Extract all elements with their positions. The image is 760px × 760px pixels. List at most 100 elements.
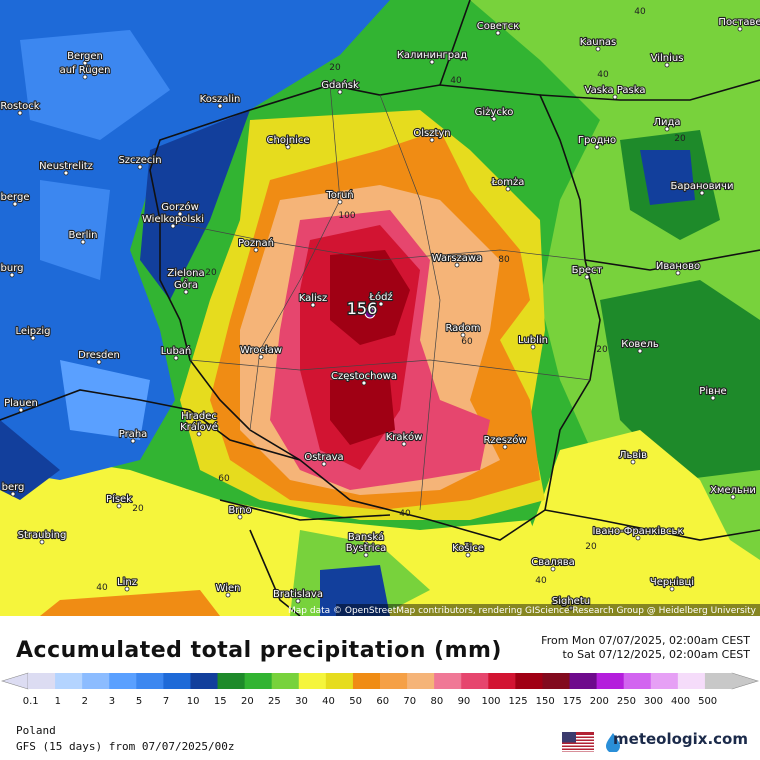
period: From Mon 07/07/2025, 02:00am CEST to Sat…	[541, 634, 750, 662]
city-dot	[675, 270, 681, 276]
legend-swatch	[515, 673, 543, 689]
city-dot	[730, 494, 736, 500]
city-dot	[465, 552, 471, 558]
city-label: Gorzów	[161, 201, 199, 213]
area-center	[330, 250, 410, 345]
city-dot	[584, 274, 590, 280]
contour-label: 20	[585, 542, 597, 552]
legend-swatch	[136, 673, 164, 689]
city-dot	[116, 503, 122, 509]
contour-label: 40	[634, 7, 646, 17]
city-label: Poznań	[238, 237, 274, 249]
city-label: Ковель	[621, 339, 659, 350]
contour-label: 80	[498, 255, 510, 265]
city-label: Хмельни	[710, 485, 756, 496]
legend-label: 500	[698, 696, 717, 707]
city-label: Vaska Paska	[585, 85, 646, 96]
city-dot	[630, 459, 636, 465]
max-label: 156	[347, 299, 378, 318]
legend-label: 0.1	[23, 696, 39, 707]
contour-label: 60	[461, 337, 473, 347]
city-label: Košice	[452, 542, 484, 554]
brand: meteologix.com	[613, 730, 748, 748]
city-dot	[337, 89, 343, 95]
city-dot	[530, 344, 536, 350]
contour-label: 60	[218, 474, 230, 484]
city-dot	[669, 586, 675, 592]
area-center	[330, 380, 395, 445]
city-dot	[82, 60, 88, 66]
city-dot	[295, 598, 301, 604]
contour-label: 40	[597, 70, 609, 80]
legend-label: 10	[187, 696, 200, 707]
legend-swatch	[407, 673, 435, 689]
contour-label: 20	[205, 268, 217, 278]
city-label: Olsztyn	[413, 128, 450, 139]
legend-swatch	[704, 673, 733, 689]
borders	[0, 0, 760, 616]
city-label: Vilnius	[651, 53, 684, 64]
legend-swatch	[244, 673, 273, 689]
city-dot	[170, 223, 176, 229]
city-label: Plauen	[4, 398, 38, 409]
legend-swatch	[298, 673, 327, 689]
contour-label: 20	[596, 345, 608, 355]
city-dot	[491, 116, 497, 122]
city-label: Rzeszów	[483, 434, 526, 446]
legend-swatch	[28, 673, 56, 689]
city-dot	[96, 359, 102, 365]
legend-label: 2	[82, 696, 88, 707]
city-label: Radom	[445, 323, 480, 334]
area-south-east	[520, 430, 760, 616]
city-label: Góra	[174, 279, 198, 291]
map: Советск Kaunas Vilnius Bergen auf Rügen Калин…	[0, 0, 760, 616]
area-west	[60, 360, 150, 440]
contour-label: 100	[338, 211, 355, 221]
city-label: Hradec	[181, 411, 217, 422]
city-dot	[39, 539, 45, 545]
city-dot	[664, 62, 670, 68]
city-dot	[595, 46, 601, 52]
area-south	[320, 565, 390, 616]
city-dot	[177, 211, 183, 217]
legend-swatch	[569, 673, 598, 689]
city-dot	[285, 144, 291, 150]
city-label: Калининград	[397, 50, 467, 61]
city-label: Wien	[216, 583, 241, 594]
city-label: Рівне	[699, 385, 726, 397]
city-label: Linz	[117, 577, 137, 588]
city-dot	[699, 190, 705, 196]
contour-label: 20	[329, 63, 341, 73]
legend-label: 25	[268, 696, 281, 707]
legend-swatch	[461, 673, 489, 689]
city-label: Banská	[348, 531, 384, 543]
city-dot	[225, 592, 231, 598]
city-dot	[363, 541, 369, 547]
city-label: Brno	[228, 505, 251, 516]
brand-logo	[606, 733, 620, 752]
city-dot	[321, 461, 327, 467]
city-dot	[183, 289, 189, 295]
legend-swatch	[623, 673, 652, 689]
legend-swatch	[163, 673, 191, 689]
info-panel: Accumulated total precipitation (mm) Fro…	[0, 616, 760, 760]
city-dot	[429, 137, 435, 143]
city-dot	[363, 552, 369, 558]
city-dot	[63, 170, 69, 176]
area-south	[40, 590, 220, 616]
city-label: Straubing	[18, 530, 67, 541]
legend-swatch	[596, 673, 625, 689]
city-dot	[17, 110, 23, 116]
city-label: auf Rügen	[60, 65, 111, 76]
city-dot	[710, 395, 716, 401]
period-end: to Sat 07/12/2025, 02:00am CEST	[562, 648, 750, 661]
city-label: berg	[2, 482, 25, 493]
city-dot	[82, 74, 88, 80]
legend-swatch	[488, 673, 516, 689]
city-label: Zielona	[167, 268, 204, 279]
city-dot	[310, 302, 316, 308]
city-label: Leipzig	[15, 326, 50, 337]
city-label: Барановичи	[671, 181, 734, 192]
city-dot	[454, 262, 460, 268]
